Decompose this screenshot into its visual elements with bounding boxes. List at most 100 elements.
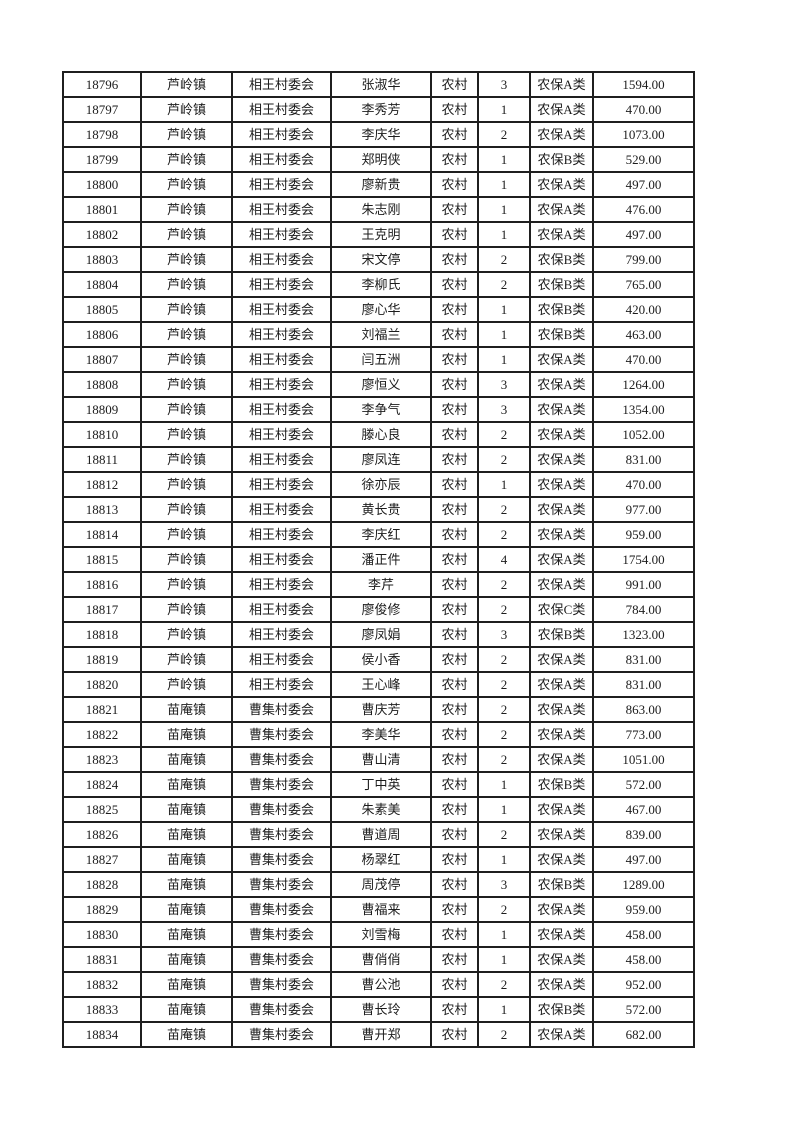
insurance-category-cell: 农保A类	[530, 172, 593, 197]
people-count-cell: 2	[478, 722, 530, 747]
table-row: 18826 苗庵镇 曹集村委会 曹道周 农村 2 农保A类 839.00	[63, 822, 694, 847]
town-cell: 芦岭镇	[141, 647, 232, 672]
residence-type-cell: 农村	[431, 797, 478, 822]
amount-cell: 463.00	[593, 322, 694, 347]
amount-cell: 1051.00	[593, 747, 694, 772]
village-committee-cell: 曹集村委会	[232, 797, 331, 822]
person-name-cell: 朱志刚	[331, 197, 431, 222]
person-name-cell: 潘正件	[331, 547, 431, 572]
table-row: 18808 芦岭镇 相王村委会 廖恒义 农村 3 农保A类 1264.00	[63, 372, 694, 397]
village-committee-cell: 相王村委会	[232, 322, 331, 347]
residence-type-cell: 农村	[431, 1022, 478, 1047]
village-committee-cell: 相王村委会	[232, 72, 331, 97]
amount-cell: 470.00	[593, 347, 694, 372]
insurance-category-cell: 农保A类	[530, 797, 593, 822]
people-count-cell: 1	[478, 197, 530, 222]
table-row: 18815 芦岭镇 相王村委会 潘正件 农村 4 农保A类 1754.00	[63, 547, 694, 572]
record-id-cell: 18812	[63, 472, 141, 497]
insurance-category-cell: 农保B类	[530, 297, 593, 322]
village-committee-cell: 曹集村委会	[232, 747, 331, 772]
people-count-cell: 2	[478, 697, 530, 722]
insurance-category-cell: 农保A类	[530, 972, 593, 997]
insurance-category-cell: 农保B类	[530, 247, 593, 272]
record-id-cell: 18822	[63, 722, 141, 747]
amount-cell: 952.00	[593, 972, 694, 997]
person-name-cell: 黄长贵	[331, 497, 431, 522]
people-count-cell: 1	[478, 797, 530, 822]
residence-type-cell: 农村	[431, 672, 478, 697]
village-committee-cell: 曹集村委会	[232, 972, 331, 997]
town-cell: 苗庵镇	[141, 747, 232, 772]
person-name-cell: 周茂停	[331, 872, 431, 897]
person-name-cell: 曹福来	[331, 897, 431, 922]
people-count-cell: 2	[478, 1022, 530, 1047]
table-row: 18807 芦岭镇 相王村委会 闫五洲 农村 1 农保A类 470.00	[63, 347, 694, 372]
record-id-cell: 18810	[63, 422, 141, 447]
town-cell: 芦岭镇	[141, 472, 232, 497]
village-committee-cell: 相王村委会	[232, 547, 331, 572]
people-count-cell: 2	[478, 897, 530, 922]
village-committee-cell: 曹集村委会	[232, 897, 331, 922]
amount-cell: 959.00	[593, 522, 694, 547]
insurance-category-cell: 农保A类	[530, 522, 593, 547]
amount-cell: 497.00	[593, 222, 694, 247]
village-committee-cell: 曹集村委会	[232, 722, 331, 747]
amount-cell: 467.00	[593, 797, 694, 822]
insurance-category-cell: 农保B类	[530, 872, 593, 897]
people-count-cell: 2	[478, 597, 530, 622]
people-count-cell: 2	[478, 672, 530, 697]
insurance-category-cell: 农保B类	[530, 622, 593, 647]
residence-type-cell: 农村	[431, 222, 478, 247]
insurance-category-cell: 农保A类	[530, 122, 593, 147]
people-count-cell: 2	[478, 122, 530, 147]
people-count-cell: 1	[478, 997, 530, 1022]
record-id-cell: 18817	[63, 597, 141, 622]
town-cell: 芦岭镇	[141, 522, 232, 547]
town-cell: 芦岭镇	[141, 247, 232, 272]
village-committee-cell: 相王村委会	[232, 97, 331, 122]
insurance-category-cell: 农保A类	[530, 1022, 593, 1047]
table-row: 18816 芦岭镇 相王村委会 李芹 农村 2 农保A类 991.00	[63, 572, 694, 597]
amount-cell: 1354.00	[593, 397, 694, 422]
table-row: 18830 苗庵镇 曹集村委会 刘雪梅 农村 1 农保A类 458.00	[63, 922, 694, 947]
residence-type-cell: 农村	[431, 622, 478, 647]
village-committee-cell: 相王村委会	[232, 447, 331, 472]
amount-cell: 1323.00	[593, 622, 694, 647]
insurance-category-cell: 农保A类	[530, 372, 593, 397]
insurance-category-cell: 农保A类	[530, 647, 593, 672]
residence-type-cell: 农村	[431, 172, 478, 197]
table-row: 18821 苗庵镇 曹集村委会 曹庆芳 农村 2 农保A类 863.00	[63, 697, 694, 722]
town-cell: 芦岭镇	[141, 147, 232, 172]
record-id-cell: 18796	[63, 72, 141, 97]
town-cell: 苗庵镇	[141, 872, 232, 897]
record-id-cell: 18831	[63, 947, 141, 972]
town-cell: 苗庵镇	[141, 847, 232, 872]
people-count-cell: 2	[478, 972, 530, 997]
person-name-cell: 曹道周	[331, 822, 431, 847]
person-name-cell: 曹长玲	[331, 997, 431, 1022]
residence-type-cell: 农村	[431, 547, 478, 572]
record-id-cell: 18823	[63, 747, 141, 772]
table-row: 18800 芦岭镇 相王村委会 廖新贵 农村 1 农保A类 497.00	[63, 172, 694, 197]
village-committee-cell: 曹集村委会	[232, 822, 331, 847]
town-cell: 芦岭镇	[141, 172, 232, 197]
residence-type-cell: 农村	[431, 897, 478, 922]
people-count-cell: 2	[478, 247, 530, 272]
town-cell: 芦岭镇	[141, 97, 232, 122]
table-row: 18803 芦岭镇 相王村委会 宋文停 农村 2 农保B类 799.00	[63, 247, 694, 272]
residence-type-cell: 农村	[431, 122, 478, 147]
town-cell: 芦岭镇	[141, 347, 232, 372]
people-count-cell: 1	[478, 947, 530, 972]
person-name-cell: 徐亦辰	[331, 472, 431, 497]
table-row: 18820 芦岭镇 相王村委会 王心峰 农村 2 农保A类 831.00	[63, 672, 694, 697]
person-name-cell: 李秀芳	[331, 97, 431, 122]
insurance-category-cell: 农保A类	[530, 397, 593, 422]
amount-cell: 1264.00	[593, 372, 694, 397]
village-committee-cell: 曹集村委会	[232, 922, 331, 947]
people-count-cell: 2	[478, 572, 530, 597]
person-name-cell: 郑明侠	[331, 147, 431, 172]
residence-type-cell: 农村	[431, 97, 478, 122]
people-count-cell: 1	[478, 772, 530, 797]
residence-type-cell: 农村	[431, 72, 478, 97]
town-cell: 芦岭镇	[141, 372, 232, 397]
